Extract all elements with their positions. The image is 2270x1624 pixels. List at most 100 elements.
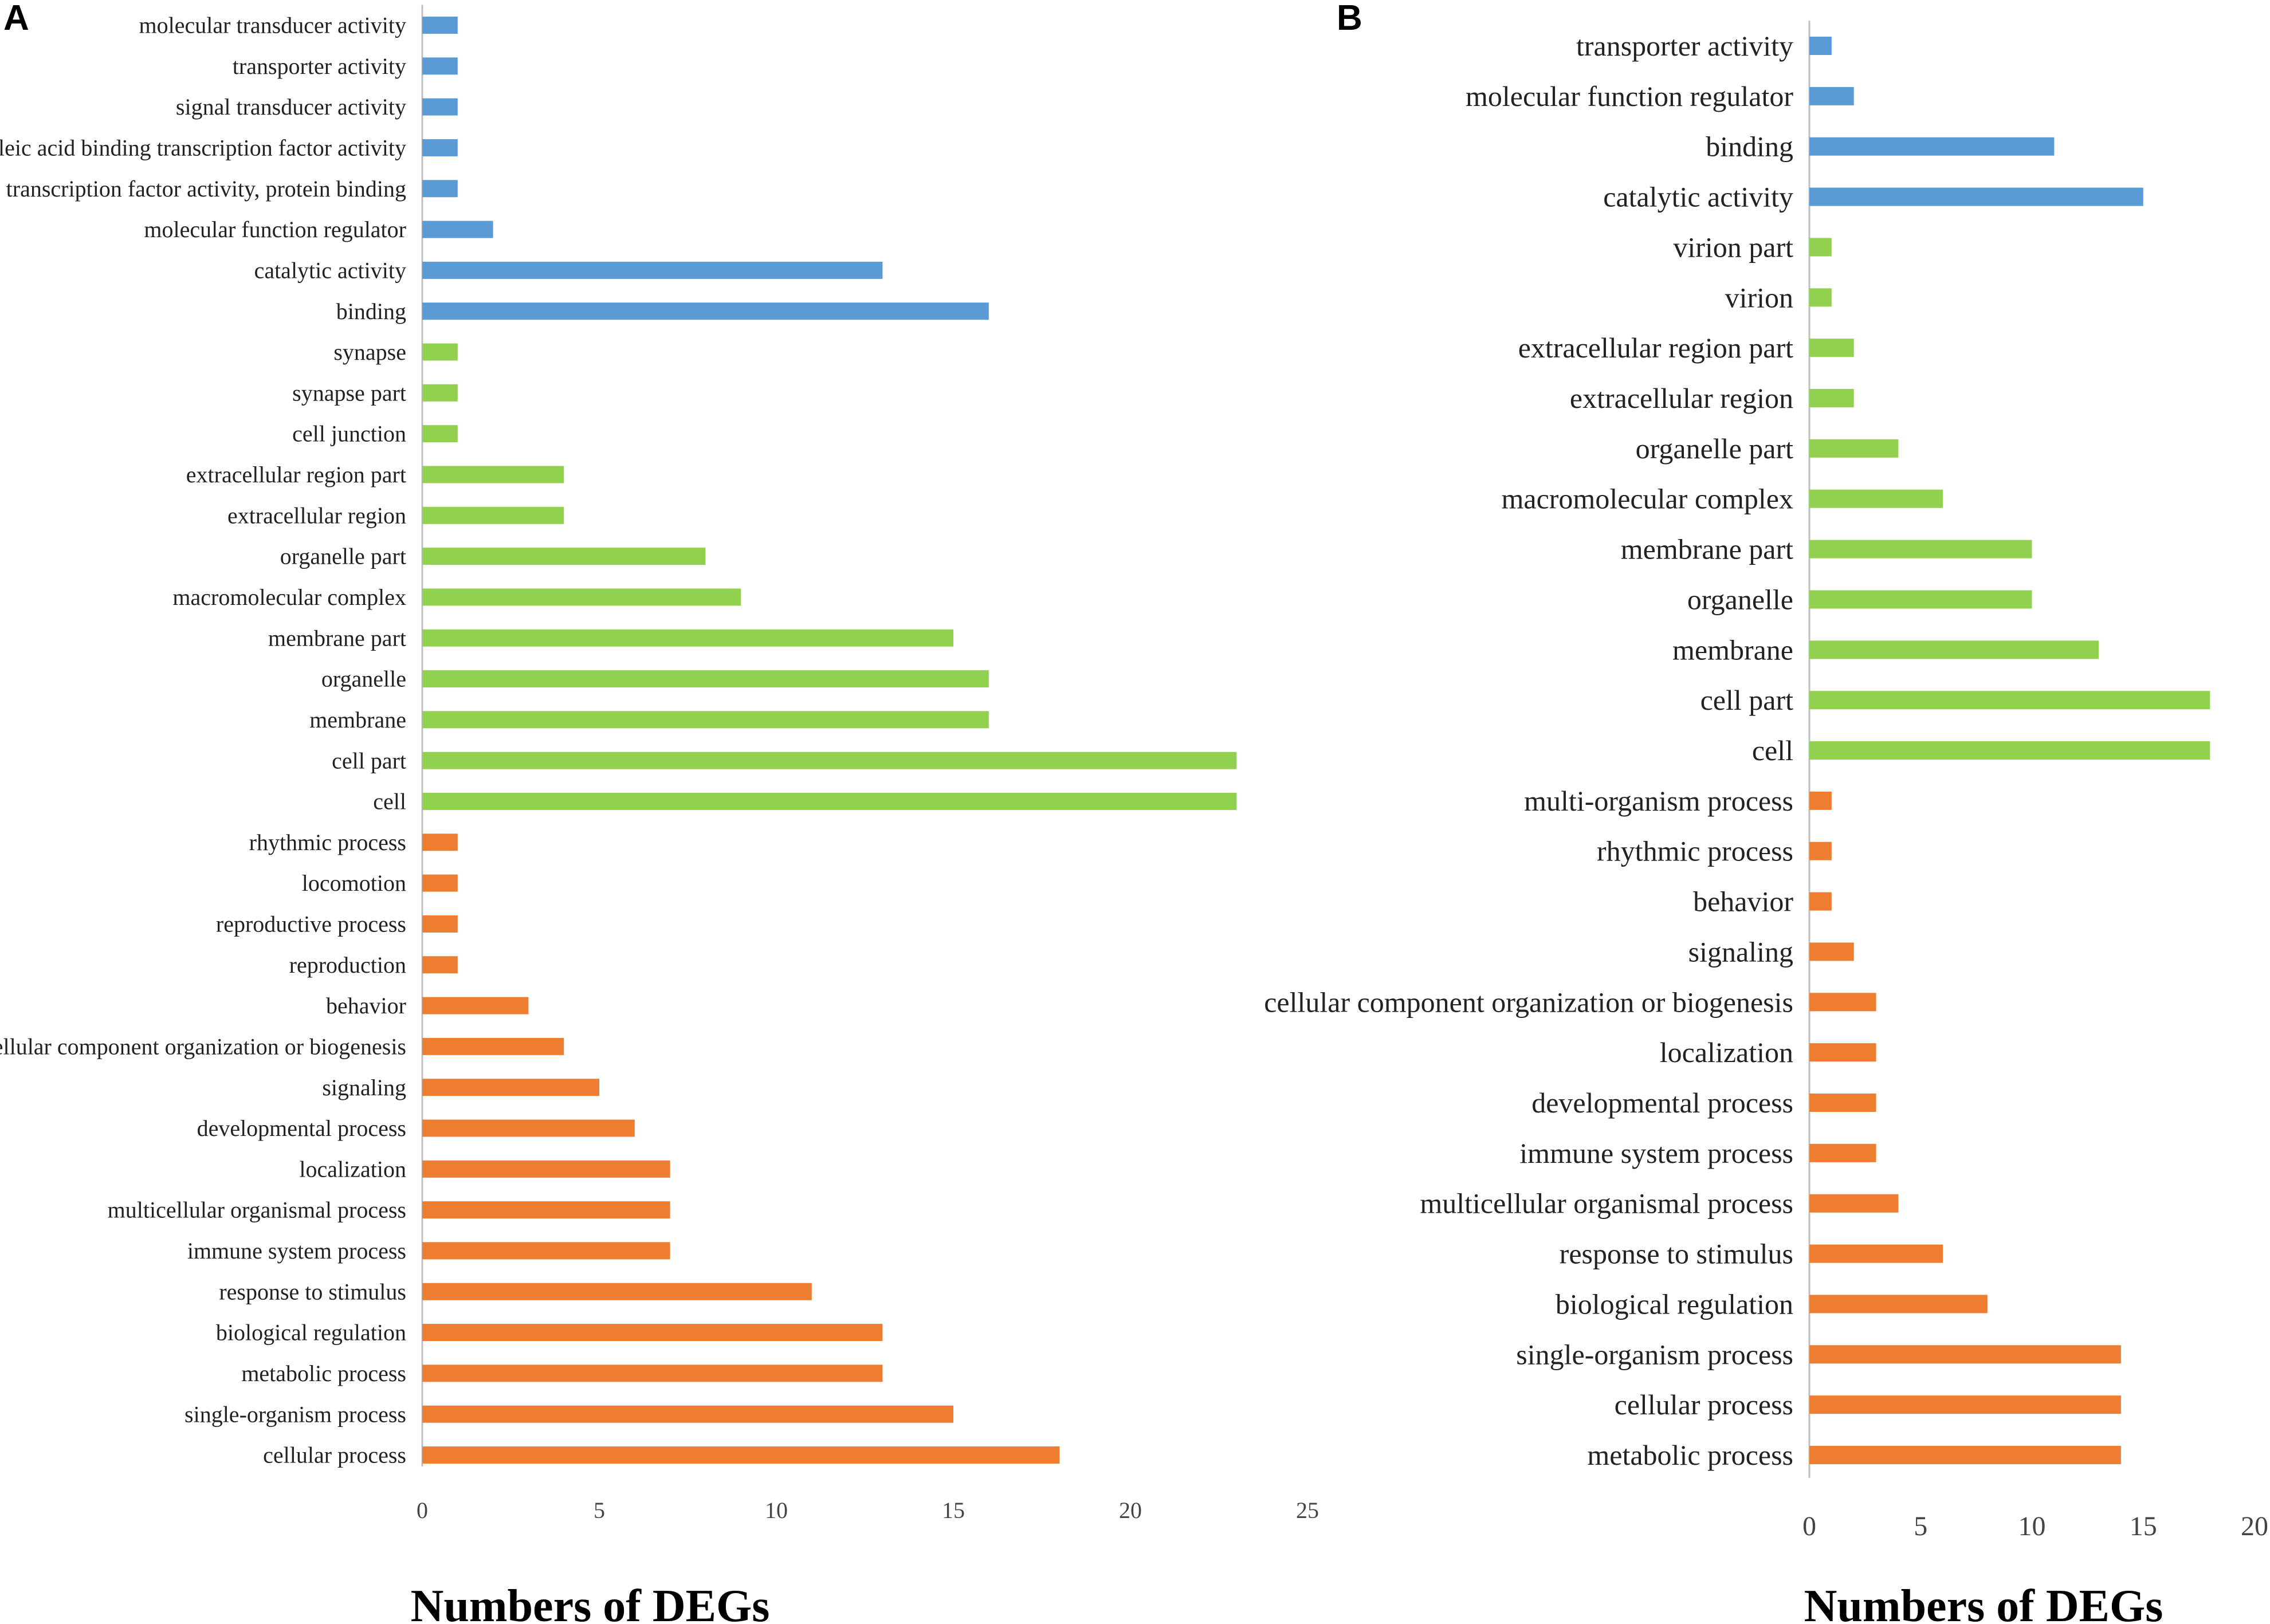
panel-b-label-organelle: organelle <box>1687 583 1793 615</box>
panel-a-bar-organelle <box>422 670 989 688</box>
panel-b-bar-cell-part <box>1809 691 2210 710</box>
panel-b-letter: B <box>1337 0 1362 38</box>
panel-a-letter: A <box>3 0 29 38</box>
panel-a-x-tick-15: 15 <box>942 1497 965 1523</box>
panel-b-bar-catalytic-activity <box>1809 187 2143 206</box>
panel-a-label-cell-junction: cell junction <box>292 421 406 447</box>
panel-a-label-biological-regulation: biological regulation <box>216 1320 406 1346</box>
panel-a-bar-extracellular-region <box>422 506 564 524</box>
panel-a-bar-nucleic-acid-binding-transcription-factor-activity <box>422 139 458 156</box>
panel-a-bar-immune-system-process <box>422 1242 670 1260</box>
panel-b-x-tick-20: 20 <box>2241 1511 2268 1542</box>
panel-b-bar-metabolic-process <box>1809 1446 2121 1464</box>
panel-b-bar-extracellular-region <box>1809 389 1854 407</box>
panel-a-bar-metabolic-process <box>422 1365 883 1382</box>
panel-a-label-cell-part: cell part <box>332 748 406 773</box>
panel-b-label-molecular-function-regulator: molecular function regulator <box>1466 80 1793 112</box>
panel-a-label-rhythmic-process: rhythmic process <box>249 829 406 855</box>
panel-b-label-cellular-component-organization-or-biogenesis: cellular component organization or bioge… <box>1264 986 1793 1018</box>
panel-a-label-molecular-transducer-activity: molecular transducer activity <box>139 13 406 38</box>
panel-a-bar-transporter-activity <box>422 57 458 75</box>
panel-b-label-localization: localization <box>1660 1036 1793 1068</box>
panel-b-bar-multicellular-organismal-process <box>1809 1194 1899 1213</box>
panel-b-x-tick-0: 0 <box>1802 1511 1816 1542</box>
panel-b-x-tick-10: 10 <box>2018 1511 2046 1542</box>
panel-a-bar-transcription-factor-activity-protein-binding <box>422 180 458 198</box>
panel-b-bar-extracellular-region-part <box>1809 339 1854 357</box>
panel-b-label-catalytic-activity: catalytic activity <box>1603 181 1793 213</box>
panel-b-bar-signaling <box>1809 942 1854 961</box>
panel-a-bar-synapse <box>422 343 458 361</box>
panel-b-label-cell-part: cell part <box>1700 684 1794 716</box>
panel-b-chart: B Numbers of DEGs transporter activity mo… <box>1264 0 2268 1624</box>
panel-a-label-multicellular-organismal-process: multicellular organismal process <box>108 1197 406 1223</box>
panel-a-x-axis-label: Numbers of DEGs <box>411 1581 770 1624</box>
panel-a-bar-reproduction <box>422 956 458 974</box>
panel-a-bar-response-to-stimulus <box>422 1283 812 1300</box>
panel-a-bar-multicellular-organismal-process <box>422 1201 670 1219</box>
panel-b-label-macromolecular-complex: macromolecular complex <box>1502 483 1794 515</box>
panel-b-bar-binding <box>1809 137 2055 156</box>
panel-b-label-immune-system-process: immune system process <box>1519 1137 1793 1169</box>
panel-b-label-membrane-part: membrane part <box>1621 533 1793 565</box>
panel-a-label-cellular-process: cellular process <box>263 1442 406 1468</box>
panel-a-label-localization: localization <box>299 1156 406 1182</box>
panel-b-bar-transporter-activity <box>1809 37 1832 55</box>
panel-a-label-nucleic-acid-binding-transcription-factor-activity: nucleic acid binding transcription facto… <box>0 135 406 161</box>
panel-a-bar-extracellular-region-part <box>422 466 564 483</box>
panel-b-bar-membrane <box>1809 640 2099 659</box>
panel-a-bar-synapse-part <box>422 384 458 402</box>
panel-b-bar-behavior <box>1809 892 1832 911</box>
panel-a-x-tick-10: 10 <box>765 1497 788 1523</box>
panel-a-bar-catalytic-activity <box>422 261 883 279</box>
panel-b-bar-organelle <box>1809 590 2032 609</box>
panel-a-bar-macromolecular-complex <box>422 588 741 606</box>
panel-b-label-rhythmic-process: rhythmic process <box>1597 835 1793 867</box>
panel-a-bar-membrane <box>422 711 989 729</box>
panel-a-label-catalytic-activity: catalytic activity <box>254 257 406 283</box>
panel-b-label-virion-part: virion part <box>1673 231 1793 263</box>
panel-b-label-single-organism-process: single-organism process <box>1516 1338 1793 1370</box>
panel-a-bar-behavior <box>422 997 529 1014</box>
panel-a-label-synapse-part: synapse part <box>292 380 406 406</box>
panel-a-bar-developmental-process <box>422 1119 635 1137</box>
panel-b-bar-biological-regulation <box>1809 1295 1988 1314</box>
panel-a-x-tick-5: 5 <box>594 1497 605 1523</box>
panel-b-bar-rhythmic-process <box>1809 842 1832 860</box>
panel-b-label-biological-regulation: biological regulation <box>1556 1288 1793 1320</box>
panel-a-bar-cell <box>422 792 1237 810</box>
panel-b-label-metabolic-process: metabolic process <box>1587 1439 1793 1471</box>
panel-a-label-response-to-stimulus: response to stimulus <box>219 1279 406 1304</box>
panel-b-x-tick-15: 15 <box>2130 1511 2157 1542</box>
panel-a-label-membrane-part: membrane part <box>268 625 406 651</box>
panel-a-bar-locomotion <box>422 874 458 892</box>
panel-b-bar-macromolecular-complex <box>1809 489 1943 508</box>
panel-a-label-signal-transducer-activity: signal transducer activity <box>176 94 406 120</box>
panel-a-x-tick-25: 25 <box>1296 1497 1319 1523</box>
panel-a-label-reproductive-process: reproductive process <box>216 911 406 937</box>
panel-a-bar-biological-regulation <box>422 1324 883 1342</box>
panel-b-bar-organelle-part <box>1809 439 1899 458</box>
panel-a-label-single-organism-process: single-organism process <box>184 1401 406 1427</box>
panel-a-bar-reproductive-process <box>422 915 458 933</box>
panel-a-label-extracellular-region-part: extracellular region part <box>186 462 406 487</box>
panel-a-bar-cellular-component-organization-or-biogenesis <box>422 1037 564 1055</box>
panel-a-label-developmental-process: developmental process <box>197 1115 406 1141</box>
panel-a-bar-binding <box>422 302 989 320</box>
panel-b-bar-multi-organism-process <box>1809 791 1832 810</box>
panel-a-bar-rhythmic-process <box>422 833 458 851</box>
panel-b-label-binding: binding <box>1706 131 1793 163</box>
panel-b-x-tick-5: 5 <box>1914 1511 1927 1542</box>
panel-b-label-behavior: behavior <box>1693 886 1793 918</box>
panel-b-x-axis-label: Numbers of DEGs <box>1804 1581 2163 1624</box>
panel-a-label-behavior: behavior <box>326 993 406 1019</box>
panel-b-bar-developmental-process <box>1809 1094 1876 1112</box>
panel-a-label-transcription-factor-activity-protein-binding: transcription factor activity, protein b… <box>6 176 406 202</box>
panel-b-bar-molecular-function-regulator <box>1809 86 1854 105</box>
panel-b-label-organelle-part: organelle part <box>1636 432 1793 465</box>
panel-a-label-locomotion: locomotion <box>302 870 406 896</box>
panel-b-label-virion: virion <box>1725 281 1793 313</box>
panel-b-bar-single-organism-process <box>1809 1345 2121 1364</box>
panel-a-label-transporter-activity: transporter activity <box>233 53 406 79</box>
